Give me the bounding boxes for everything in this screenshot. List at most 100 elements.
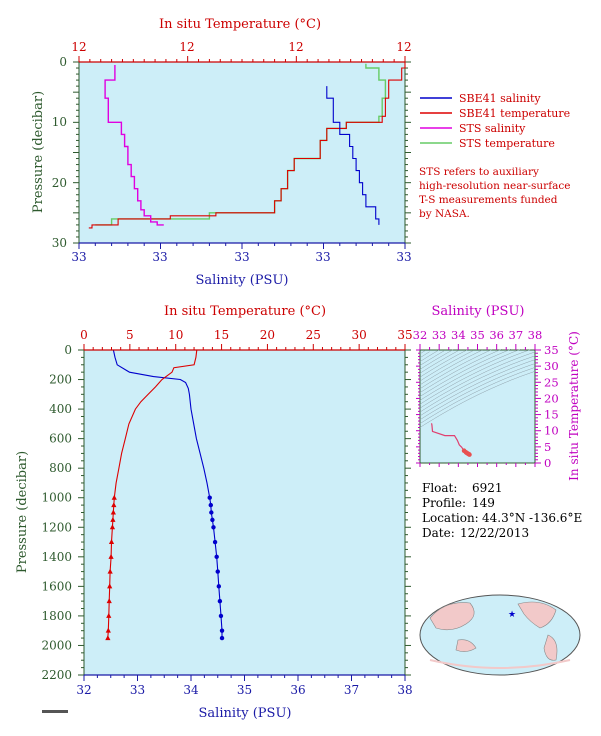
top-series-sbe41-salinity bbox=[326, 86, 380, 225]
density-contour bbox=[419, 350, 425, 355]
bottom-pressure-tick-label: 1200 bbox=[41, 520, 72, 534]
density-contour bbox=[419, 349, 531, 405]
bottom-sal-tick-label: 37 bbox=[344, 683, 359, 697]
ts-temp-tick-label: 5 bbox=[544, 440, 551, 454]
ts-sal-axis-title: Salinity (PSU) bbox=[432, 304, 525, 319]
temperature-marker bbox=[110, 509, 116, 515]
map-land-australia bbox=[455, 639, 477, 652]
bottom-temp-tick-label: 25 bbox=[306, 328, 321, 342]
ts-sal-tick-label: 37 bbox=[509, 328, 524, 342]
top-sal-tick-label: 33 bbox=[71, 250, 86, 264]
bottom-pressure-tick-label: 400 bbox=[49, 402, 72, 416]
top-temp-tick-label: 12 bbox=[179, 40, 194, 54]
top-pressure-tick-label: 0 bbox=[59, 55, 67, 69]
density-contour bbox=[419, 367, 536, 424]
salinity-marker bbox=[215, 569, 220, 574]
location-label: Location: bbox=[422, 511, 479, 525]
temperature-marker bbox=[106, 612, 112, 618]
salinity-marker bbox=[212, 539, 218, 545]
top-sal-tick-label: 33 bbox=[234, 250, 249, 264]
density-contour bbox=[419, 359, 536, 417]
ts-sal-tick-label: 32 bbox=[413, 328, 428, 342]
density-contour bbox=[419, 349, 493, 389]
bottom-pressure-tick-label: 1600 bbox=[41, 579, 72, 593]
bottom-temp-tick-label: 20 bbox=[260, 328, 275, 342]
ts-sal-tick-label: 33 bbox=[432, 328, 447, 342]
density-contour bbox=[419, 350, 473, 382]
salinity-marker bbox=[214, 554, 219, 560]
bottom-sal-tick-labels: 32 33 34 35 36 37 38 bbox=[76, 683, 412, 697]
top-pressure-tick-label: 30 bbox=[52, 236, 67, 250]
legend: SBE41 salinity SBE41 temperature STS sal… bbox=[419, 92, 570, 220]
ts-temp-tick-label: 10 bbox=[544, 424, 559, 438]
salinity-marker bbox=[209, 510, 214, 515]
top-pressure-axis-title: Pressure (decibar) bbox=[31, 91, 46, 213]
ts-sal-tick-labels: 32 33 34 35 36 37 38 bbox=[413, 328, 543, 342]
density-contour bbox=[419, 350, 459, 374]
bottom-pressure-tick-label: 800 bbox=[49, 461, 72, 475]
top-profile-lines bbox=[88, 62, 406, 229]
bottom-pressure-tick-label: 1800 bbox=[41, 609, 72, 623]
bottom-pressure-tick-label: 1400 bbox=[41, 550, 72, 564]
bottom-temp-tick-labels: 0 5 10 15 20 25 30 35 bbox=[80, 328, 412, 342]
temperature-marker bbox=[106, 598, 112, 604]
legend-label: STS temperature bbox=[459, 137, 555, 150]
sts-note-line: by NASA. bbox=[419, 208, 470, 220]
location-value: 44.3°N -136.6°E bbox=[482, 511, 582, 525]
top-series-sts-salinity bbox=[104, 65, 164, 226]
ts-temp-tick-label: 35 bbox=[544, 343, 559, 357]
ts-curve bbox=[430, 423, 472, 457]
bottom-plot-area bbox=[83, 349, 406, 676]
density-contour bbox=[419, 348, 502, 393]
top-temp-axis-title: In situ Temperature (°C) bbox=[159, 17, 321, 32]
density-contour bbox=[419, 371, 536, 428]
temperature-marker bbox=[111, 494, 117, 500]
bottom-temp-axis-title: In situ Temperature (°C) bbox=[164, 304, 326, 319]
bottom-sal-tick-label: 36 bbox=[290, 683, 305, 697]
temperature-marker bbox=[105, 627, 111, 633]
top-temp-tick-label: 12 bbox=[71, 40, 86, 54]
ts-axis-ticks bbox=[416, 344, 541, 467]
profile-label: Profile: bbox=[422, 496, 466, 510]
float-label: Float: bbox=[422, 481, 457, 495]
ts-temp-tick-label: 15 bbox=[544, 408, 559, 422]
top-sal-axis-title: Salinity (PSU) bbox=[196, 273, 289, 288]
bottom-pressure-tick-labels: 0 200 400 600 800 1000 1200 1400 1600 1800 2000 220… bbox=[41, 343, 72, 682]
bottom-panel: In situ Temperature (°C) 0 5 10 15 20 25 30 35 … bbox=[15, 304, 413, 721]
density-contour bbox=[419, 349, 521, 401]
bottom-pressure-tick-label: 600 bbox=[49, 432, 72, 446]
bottom-sal-tick-label: 32 bbox=[76, 683, 91, 697]
ts-sal-tick-label: 36 bbox=[489, 328, 504, 342]
top-sal-tick-label: 33 bbox=[315, 250, 330, 264]
temperature-marker bbox=[105, 635, 111, 641]
salinity-marker bbox=[217, 598, 223, 604]
salinity-marker bbox=[216, 584, 222, 589]
bottom-temp-tick-label: 10 bbox=[168, 328, 183, 342]
salinity-marker bbox=[211, 525, 216, 530]
temperature-marker bbox=[110, 516, 116, 522]
temperature-marker bbox=[107, 583, 113, 589]
tiny-footer-mark bbox=[42, 710, 68, 713]
bottom-temp-tick-label: 30 bbox=[352, 328, 367, 342]
bottom-temp-tick-label: 35 bbox=[397, 328, 412, 342]
bottom-temp-tick-label: 15 bbox=[214, 328, 229, 342]
density-contour bbox=[419, 363, 536, 420]
top-sal-tick-label: 33 bbox=[152, 250, 167, 264]
bottom-profile-lines bbox=[105, 349, 225, 641]
top-panel: In situ Temperature (°C) 12 12 12 12 33 … bbox=[31, 17, 412, 288]
legend-label: SBE41 temperature bbox=[459, 107, 570, 120]
bottom-pressure-axis-title: Pressure (decibar) bbox=[15, 451, 30, 573]
float-value: 6921 bbox=[472, 481, 503, 495]
ts-sal-tick-label: 38 bbox=[528, 328, 543, 342]
bottom-sal-tick-label: 38 bbox=[397, 683, 412, 697]
salinity-marker bbox=[210, 517, 215, 523]
sts-note-line: T-S measurements funded bbox=[419, 194, 558, 206]
density-contour bbox=[419, 349, 483, 386]
top-pressure-tick-label: 10 bbox=[52, 115, 67, 129]
salinity-marker bbox=[219, 628, 225, 633]
density-contour bbox=[419, 349, 469, 378]
date-value: 12/22/2013 bbox=[460, 526, 529, 540]
top-pressure-tick-label: 20 bbox=[52, 176, 67, 190]
density-contour bbox=[419, 350, 445, 366]
